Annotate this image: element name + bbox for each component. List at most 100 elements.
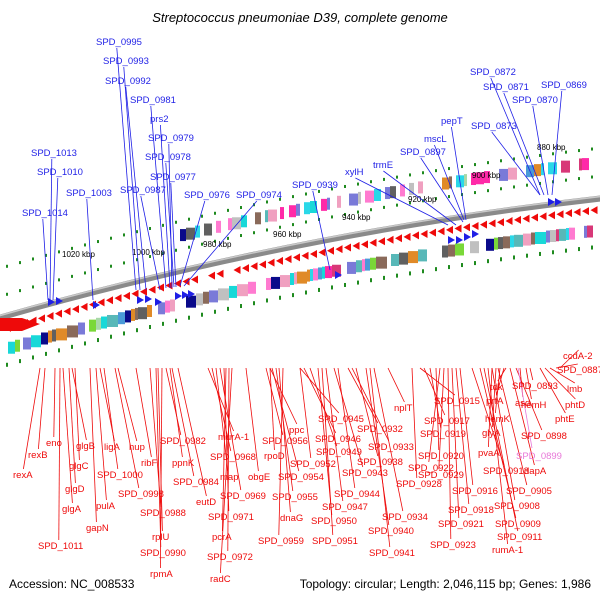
- forward-gene-label: SPD_0978: [145, 152, 191, 163]
- reverse-leader-line: [53, 367, 56, 438]
- reverse-gene-label: SPD_0972: [207, 552, 253, 563]
- reverse-gene-label: SPD_0971: [208, 512, 254, 523]
- reverse-leader-line: [351, 367, 390, 442]
- feature-block: [228, 218, 232, 231]
- feature-block: [503, 236, 510, 249]
- tick-mark: [370, 278, 372, 283]
- reverse-gene-label: SPD_0932: [357, 424, 403, 435]
- forward-gene-label: SPD_0976: [184, 190, 230, 201]
- reverse-leader-line: [227, 367, 230, 552]
- forward-leader-line: [490, 77, 541, 196]
- forward-leader-line: [42, 218, 49, 301]
- forward-gene-label: trmE: [373, 160, 393, 171]
- forward-leader-line: [420, 157, 464, 223]
- reverse-gene-label: SPD_0998: [118, 489, 164, 500]
- tick-mark: [175, 248, 177, 252]
- tick-mark: [344, 184, 346, 188]
- reverse-gene-label: SPD_0908: [494, 501, 540, 512]
- forward-gene-label: SPD_1013: [31, 148, 77, 159]
- reverse-leader-line: [451, 367, 460, 519]
- reverse-gene-arrow: [284, 255, 292, 264]
- tick-mark: [71, 344, 73, 349]
- reverse-gene-label: rexA: [13, 470, 33, 481]
- tick-mark: [188, 217, 190, 221]
- reverse-gene-arrow: [301, 251, 309, 260]
- feature-block: [67, 325, 78, 338]
- feature-block: [385, 187, 390, 200]
- reverse-leader-line: [271, 367, 300, 472]
- feature-block: [455, 243, 464, 256]
- reverse-gene-label: glgB: [76, 441, 95, 452]
- feature-block: [486, 238, 494, 251]
- reverse-leader-line: [211, 367, 232, 452]
- reverse-gene-label: SPD_0922: [408, 463, 454, 474]
- reverse-gene-arrow: [55, 309, 62, 318]
- tick-mark: [123, 331, 125, 336]
- feature-block: [449, 176, 452, 189]
- reverse-gene-label: SPD_1000: [97, 470, 143, 481]
- feature-block: [78, 322, 85, 335]
- feature-block: [332, 264, 341, 277]
- feature-block: [349, 193, 358, 206]
- reverse-gene-arrow: [63, 307, 71, 316]
- feature-block: [232, 217, 241, 230]
- tick-mark: [279, 197, 281, 201]
- reverse-gene-arrow: [548, 211, 555, 220]
- reverse-leader-line: [245, 367, 259, 472]
- reverse-leader-line: [555, 363, 578, 369]
- feature-block: [310, 201, 317, 214]
- forward-gene-arrow: [175, 292, 182, 300]
- tick-mark: [227, 208, 229, 212]
- tick-mark: [240, 206, 242, 210]
- feature-block: [313, 268, 318, 281]
- feature-block: [196, 293, 203, 306]
- feature-block: [307, 269, 310, 282]
- feature-block: [408, 251, 418, 264]
- reverse-gene-label: SPD_0944: [334, 489, 380, 500]
- reverse-gene-label: SPD_0915: [434, 396, 480, 407]
- feature-block: [125, 310, 131, 323]
- reverse-gene-label: SPD_0950: [311, 516, 357, 527]
- feature-block: [322, 266, 325, 279]
- feature-block: [271, 276, 280, 289]
- tick-mark: [305, 220, 307, 224]
- reverse-gene-arrow: [174, 279, 181, 288]
- feature-block: [541, 163, 544, 176]
- reverse-gene-label: map: [220, 472, 238, 483]
- reverse-leader-line: [155, 367, 162, 548]
- reverse-gene-arrow: [522, 214, 530, 223]
- tick-mark: [71, 246, 73, 250]
- reverse-leader-line: [95, 367, 107, 501]
- feature-block: [229, 285, 237, 298]
- tick-mark: [435, 197, 437, 201]
- reverse-gene-arrow: [361, 240, 368, 249]
- tick-mark: [32, 257, 34, 261]
- feature-block: [15, 339, 20, 352]
- tick-mark: [58, 348, 60, 353]
- reverse-gene-label: nplT: [394, 403, 413, 414]
- reverse-gene-arrow: [131, 289, 139, 298]
- tick-mark: [474, 261, 476, 266]
- reverse-gene-label: SPD_0917: [424, 416, 470, 427]
- reverse-gene-arrow: [106, 296, 113, 305]
- reverse-gene-label: SPD_0887: [557, 365, 600, 376]
- tick-mark: [552, 152, 554, 156]
- reverse-gene-label: glgD: [65, 484, 85, 495]
- reverse-gene-arrow: [539, 212, 547, 221]
- reverse-gene-label: SPD_0918: [448, 505, 494, 516]
- tick-mark: [396, 175, 398, 179]
- reverse-gene-label: SPD_0954: [278, 472, 324, 483]
- forward-gene-arrow: [137, 296, 144, 304]
- forward-gene-label: SPD_0939: [292, 180, 338, 191]
- reverse-leader-line: [317, 367, 333, 516]
- feature-block: [280, 207, 284, 220]
- reverse-gene-arrow: [378, 237, 385, 246]
- feature-block: [294, 272, 297, 285]
- forward-leader-line: [532, 105, 549, 196]
- reverse-gene-label: SPD_0893: [512, 381, 558, 392]
- reverse-leader-line: [509, 367, 535, 466]
- reverse-leader-line: [321, 367, 334, 536]
- reverse-gene-label: SPD_0955: [272, 492, 318, 503]
- reverse-gene-block: [0, 318, 22, 331]
- forward-gene-arrow: [182, 291, 189, 299]
